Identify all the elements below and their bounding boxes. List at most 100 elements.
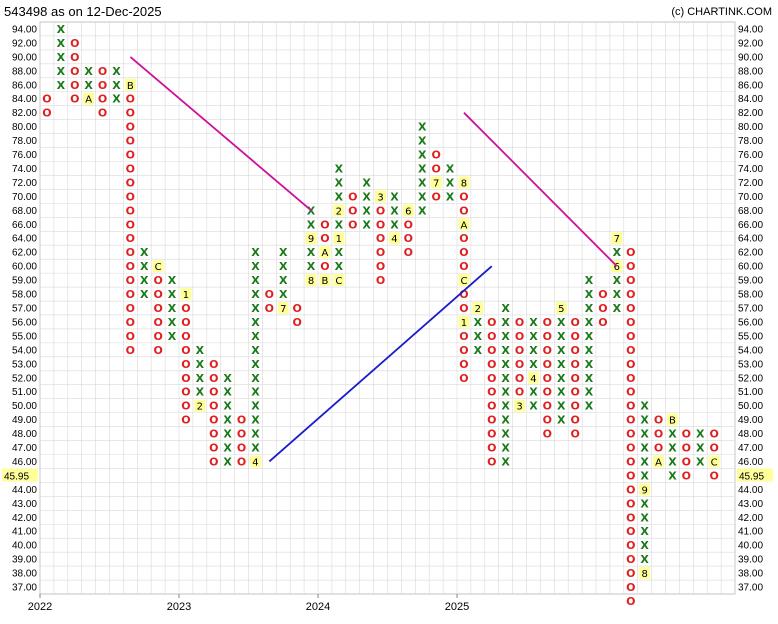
- x-mark: X: [223, 372, 232, 385]
- y-tick-label-left: 51.00: [12, 387, 37, 398]
- x-mark: X: [446, 176, 455, 189]
- o-mark: O: [487, 386, 496, 399]
- x-mark: X: [501, 344, 510, 357]
- o-mark: O: [682, 442, 691, 455]
- month-marker: 7: [280, 304, 286, 315]
- o-mark: O: [70, 51, 79, 64]
- x-mark: X: [501, 372, 510, 385]
- y-tick-label-left: 92.00: [12, 38, 37, 49]
- o-mark: O: [626, 386, 635, 399]
- x-mark: X: [57, 37, 66, 50]
- x-mark: X: [585, 344, 594, 357]
- month-marker: 2: [197, 402, 203, 413]
- x-mark: X: [112, 65, 121, 78]
- o-mark: O: [515, 386, 524, 399]
- o-mark: O: [153, 316, 162, 329]
- o-mark: O: [682, 469, 691, 482]
- x-mark: X: [168, 302, 177, 315]
- y-tick-label-right: 90.00: [738, 52, 763, 63]
- x-mark: X: [418, 176, 427, 189]
- o-mark: O: [626, 372, 635, 385]
- y-tick-label-right: 43.00: [738, 499, 763, 510]
- month-marker: 6: [405, 206, 411, 217]
- year-label: 2025: [445, 601, 469, 613]
- x-mark: X: [696, 428, 705, 441]
- x-mark: X: [501, 400, 510, 413]
- o-mark: O: [153, 344, 162, 357]
- y-tick-label-left: 54.00: [12, 345, 37, 356]
- month-marker: 8: [461, 178, 467, 189]
- o-mark: O: [42, 107, 51, 120]
- x-mark: X: [501, 386, 510, 399]
- x-mark: X: [335, 162, 344, 175]
- month-marker: 3: [377, 192, 383, 203]
- month-marker-bg: [555, 302, 567, 314]
- x-mark: X: [668, 428, 677, 441]
- x-mark: X: [418, 162, 427, 175]
- month-marker: 9: [641, 485, 647, 496]
- x-mark: X: [668, 442, 677, 455]
- x-mark: X: [279, 274, 288, 287]
- o-mark: O: [626, 414, 635, 427]
- x-mark: X: [251, 274, 260, 287]
- y-tick-label-left: 37.00: [12, 583, 37, 594]
- o-mark: O: [626, 567, 635, 580]
- month-marker: 4: [530, 374, 536, 385]
- y-tick-label-right: 86.00: [738, 80, 763, 91]
- month-marker: A: [655, 457, 662, 468]
- y-tick-label-left: 48.00: [12, 429, 37, 440]
- o-mark: O: [682, 428, 691, 441]
- x-mark: X: [585, 330, 594, 343]
- x-mark: X: [362, 176, 371, 189]
- o-mark: O: [598, 302, 607, 315]
- x-mark: X: [251, 442, 260, 455]
- x-mark: X: [418, 121, 427, 134]
- o-mark: O: [543, 386, 552, 399]
- x-mark: X: [501, 414, 510, 427]
- y-tick-label-left: 90.00: [12, 52, 37, 63]
- o-mark: O: [42, 93, 51, 106]
- o-mark: O: [126, 93, 135, 106]
- y-tick-label-right: 62.00: [738, 248, 763, 259]
- month-marker-bg: [152, 260, 164, 273]
- y-tick-label-left: 46.00: [12, 457, 37, 468]
- x-mark: X: [335, 190, 344, 203]
- o-mark: O: [181, 302, 190, 315]
- x-mark: X: [418, 190, 427, 203]
- o-mark: O: [626, 358, 635, 371]
- o-mark: O: [487, 344, 496, 357]
- month-marker: 4: [252, 457, 258, 468]
- o-mark: O: [181, 400, 190, 413]
- x-mark: X: [279, 288, 288, 301]
- y-tick-label-right: 80.00: [738, 122, 763, 133]
- o-mark: O: [626, 260, 635, 273]
- o-mark: O: [598, 288, 607, 301]
- o-mark: O: [348, 190, 357, 203]
- month-marker-bg: [333, 204, 345, 217]
- o-mark: O: [126, 176, 135, 189]
- y-tick-label-left: 44.00: [12, 485, 37, 496]
- x-mark: X: [57, 65, 66, 78]
- x-mark: X: [390, 190, 399, 203]
- o-mark: O: [126, 288, 135, 301]
- o-mark: O: [126, 218, 135, 231]
- y-tick-label-right: 74.00: [738, 164, 763, 175]
- o-mark: O: [459, 204, 468, 217]
- month-marker: C: [335, 276, 342, 287]
- x-mark: X: [696, 455, 705, 468]
- o-mark: O: [570, 344, 579, 357]
- month-marker-bg: [430, 176, 442, 189]
- o-mark: O: [626, 539, 635, 552]
- o-mark: O: [209, 442, 218, 455]
- o-mark: O: [459, 288, 468, 301]
- o-mark: O: [209, 414, 218, 427]
- o-mark: O: [459, 260, 468, 273]
- o-mark: O: [209, 358, 218, 371]
- o-mark: O: [70, 65, 79, 78]
- y-tick-label-right: 88.00: [738, 66, 763, 77]
- o-mark: O: [543, 372, 552, 385]
- y-tick-label-left: 72.00: [12, 178, 37, 189]
- o-mark: O: [626, 288, 635, 301]
- o-mark: O: [570, 372, 579, 385]
- o-mark: O: [237, 442, 246, 455]
